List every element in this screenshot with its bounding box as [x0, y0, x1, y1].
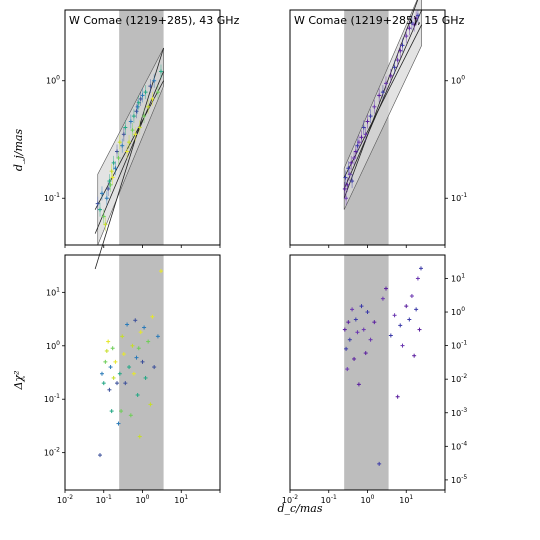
x-tick-label: 10-1	[96, 494, 112, 505]
fit-line-1	[343, 9, 423, 190]
y-tick-label: 100	[451, 306, 465, 317]
data-points	[95, 64, 163, 232]
y-tick-label: 10-1	[44, 393, 60, 404]
y-tick-label: 101	[46, 286, 60, 297]
shaded-region	[344, 255, 389, 490]
x-tick-label: 10-2	[57, 494, 73, 505]
x-tick-label: 101	[174, 494, 188, 505]
data-points	[342, 266, 423, 466]
y-tick-label: 100	[451, 75, 465, 86]
panel-bottom-left: 10-2 10-1 100 101 10-2 10-1 100 101	[44, 254, 221, 505]
y-axis-label-bottom: Δχ²	[12, 370, 25, 390]
x-axis-label: d_c/mas	[277, 502, 322, 515]
x-tick-label: 100	[360, 494, 374, 505]
panel-top-left: 10-1 100 W Comae (1219+285), 43 GHz	[44, 9, 240, 270]
y-tick-label: 10-1	[451, 192, 467, 203]
x-tick-label: 101	[399, 494, 413, 505]
y-tick-label: 10-3	[451, 407, 467, 418]
data-points	[342, 10, 420, 206]
panel-top-right: 10-1 100 W Comae (1219+285), 15 GHz	[289, 0, 467, 248]
y-tick-label: 100	[46, 75, 60, 86]
y-tick-label: 10-1	[44, 192, 60, 203]
y-tick-label: 10-1	[451, 340, 467, 351]
panel-title: W Comae (1219+285), 15 GHz	[294, 14, 465, 27]
y-tick-label: 10-4	[451, 440, 467, 451]
fit-line-0	[94, 47, 164, 270]
y-tick-label: 10-2	[451, 373, 467, 384]
fit-band	[343, 0, 422, 210]
panel-title: W Comae (1219+285), 43 GHz	[69, 14, 240, 27]
x-tick-label: 10-1	[321, 494, 337, 505]
panel-bottom-right: 10-2 10-1 100 101 10-5 10-4 10-3 10-2 10-1 100 101	[282, 254, 467, 505]
y-axis-label-top: d_j/mas	[12, 129, 25, 172]
x-tick-label: 10-2	[282, 494, 298, 505]
y-tick-label: 100	[46, 340, 60, 351]
y-tick-label: 10-2	[44, 447, 60, 458]
data-points	[97, 269, 163, 458]
fit-line-2	[343, 24, 423, 178]
x-tick-label: 100	[135, 494, 149, 505]
y-tick-label: 10-5	[451, 474, 467, 485]
y-tick-label: 101	[451, 272, 465, 283]
shaded-region	[119, 255, 164, 490]
